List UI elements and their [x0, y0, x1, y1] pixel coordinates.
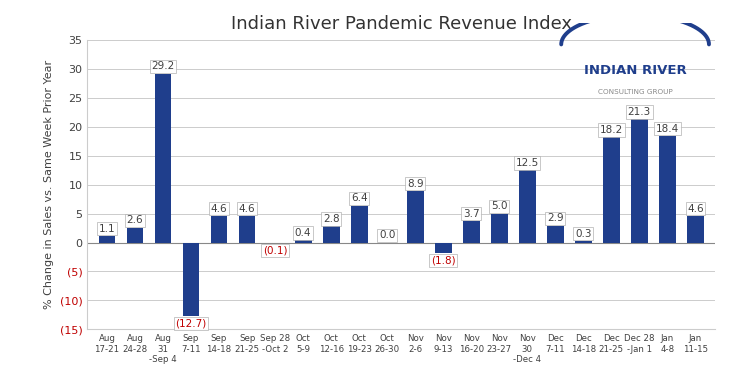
Y-axis label: % Change in Sales vs. Same Week Prior Year: % Change in Sales vs. Same Week Prior Ye…	[45, 60, 54, 309]
Text: 18.4: 18.4	[656, 124, 679, 134]
Text: 18.2: 18.2	[600, 125, 623, 135]
Text: 3.7: 3.7	[463, 209, 480, 219]
Text: 0.3: 0.3	[575, 229, 591, 238]
Text: (1.8): (1.8)	[431, 255, 456, 265]
Text: (12.7): (12.7)	[175, 318, 207, 328]
Bar	[99, 236, 115, 243]
Text: 29.2: 29.2	[151, 61, 174, 71]
Text: 4.6: 4.6	[211, 204, 227, 214]
Text: 2.9: 2.9	[547, 213, 564, 224]
Bar	[239, 216, 255, 243]
Bar	[631, 119, 648, 243]
Bar	[126, 227, 143, 243]
Bar	[350, 205, 368, 243]
Bar	[182, 243, 199, 316]
Bar	[295, 240, 312, 243]
Bar	[687, 216, 704, 243]
Bar	[435, 243, 452, 253]
Text: 6.4: 6.4	[351, 193, 367, 203]
Text: 12.5: 12.5	[515, 158, 539, 168]
Text: 8.9: 8.9	[407, 179, 423, 189]
Text: 4.6: 4.6	[239, 204, 255, 214]
Bar	[603, 137, 620, 243]
Text: 2.8: 2.8	[323, 214, 339, 224]
Bar	[155, 74, 172, 243]
Bar	[463, 221, 480, 243]
Bar	[659, 136, 676, 243]
Text: (0.1): (0.1)	[263, 246, 288, 255]
Bar	[407, 191, 423, 243]
Bar	[575, 241, 592, 243]
Bar	[211, 216, 228, 243]
Text: 2.6: 2.6	[127, 215, 143, 225]
Text: 4.6: 4.6	[687, 204, 704, 214]
Bar	[547, 226, 564, 243]
Bar	[491, 214, 507, 243]
Text: 5.0: 5.0	[491, 201, 507, 211]
Text: INDIAN RIVER: INDIAN RIVER	[584, 64, 686, 77]
Bar	[519, 170, 536, 243]
Text: 21.3: 21.3	[628, 107, 651, 117]
Text: 0.4: 0.4	[295, 228, 312, 238]
Text: CONSULTING GROUP: CONSULTING GROUP	[598, 89, 672, 95]
Text: 0.0: 0.0	[379, 230, 396, 240]
Bar	[323, 226, 339, 243]
Title: Indian River Pandemic Revenue Index: Indian River Pandemic Revenue Index	[231, 15, 572, 33]
Text: 1.1: 1.1	[99, 224, 115, 234]
